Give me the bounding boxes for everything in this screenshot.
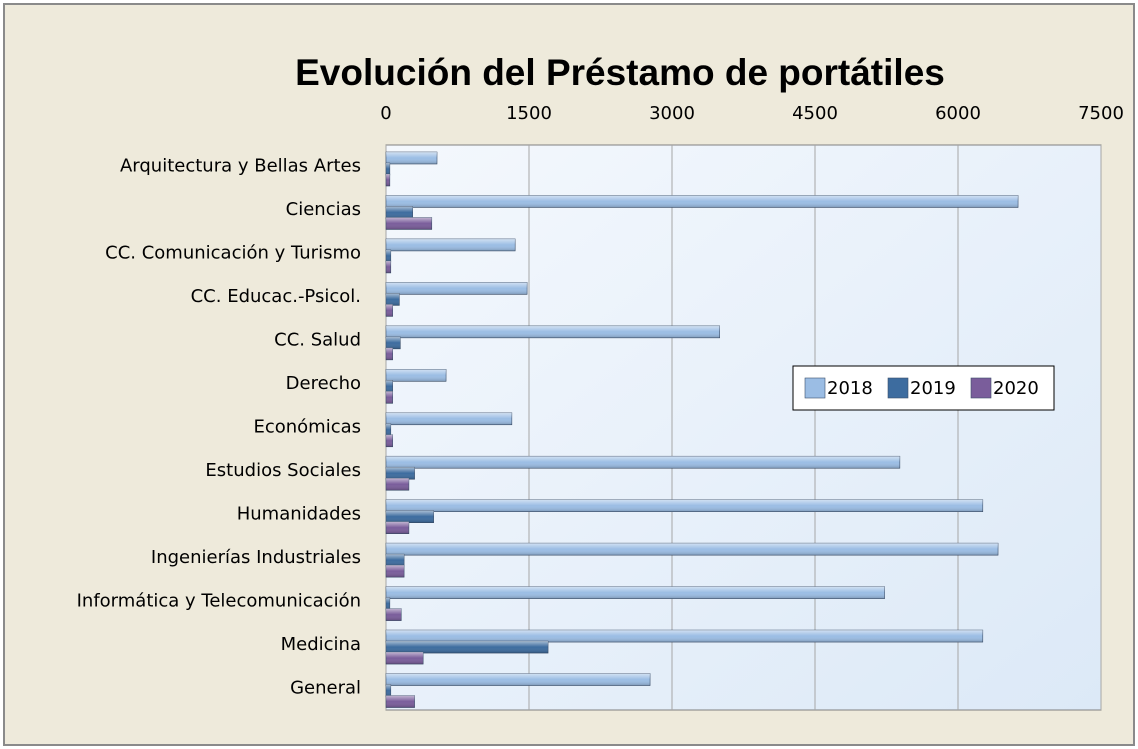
bar-shine — [386, 380, 393, 393]
x-tick-label: 1500 — [506, 103, 552, 124]
bar-shine — [386, 217, 432, 230]
bar-shine — [386, 641, 549, 654]
bar-shine — [386, 304, 393, 317]
bar-shine — [386, 499, 983, 512]
y-tick-label: Humanidades — [237, 503, 361, 524]
bar-shine — [386, 673, 651, 686]
bar-shine — [386, 369, 447, 382]
bar-shine — [386, 282, 528, 295]
bar-shine — [386, 195, 1019, 208]
bar-shine — [386, 391, 393, 404]
plot-area — [385, 144, 1102, 711]
legend-swatch — [887, 377, 909, 399]
bar-shine — [386, 336, 401, 349]
legend-label: 2020 — [993, 378, 1039, 399]
bar-shine — [386, 521, 409, 534]
y-tick-label: Medicina — [281, 634, 361, 655]
x-tick-label: 3000 — [649, 103, 695, 124]
legend-swatch — [970, 377, 992, 399]
bar-shine — [386, 434, 393, 447]
y-tick-label: Informática y Telecomunicación — [77, 590, 361, 611]
bar-shine — [386, 510, 434, 523]
bar-shine — [386, 630, 983, 643]
bar-shine — [386, 478, 409, 491]
bar-shine — [386, 608, 402, 621]
bar-shine — [386, 347, 393, 360]
bar-shine — [386, 325, 720, 338]
y-tick-label: Estudios Sociales — [205, 460, 361, 481]
bar-shine — [386, 456, 900, 469]
y-tick-label: CC. Educac.-Psicol. — [191, 286, 361, 307]
y-tick-label: Ciencias — [286, 199, 361, 220]
bar-shine — [386, 684, 391, 697]
legend-label: 2019 — [910, 378, 956, 399]
x-tick-label: 0 — [380, 103, 391, 124]
bar-shine — [386, 238, 516, 251]
legend-box — [792, 365, 1055, 411]
bar-shine — [386, 554, 405, 567]
bar-shine — [386, 543, 999, 556]
x-tick-label: 7500 — [1078, 103, 1124, 124]
x-tick-label: 6000 — [935, 103, 981, 124]
bar-shine — [386, 586, 885, 599]
bar-shine — [386, 597, 390, 610]
x-tick-label: 4500 — [792, 103, 838, 124]
y-tick-label: CC. Comunicación y Turismo — [105, 243, 361, 264]
bar-shine — [386, 206, 413, 219]
bar-shine — [386, 163, 390, 175]
y-tick-label: Arquitectura y Bellas Artes — [120, 156, 361, 177]
bar-shine — [386, 249, 391, 262]
legend-label: 2018 — [827, 378, 873, 399]
bar-shine — [386, 695, 415, 708]
bar-shine — [386, 565, 405, 578]
bar-shine — [386, 293, 400, 306]
bar-shine — [386, 423, 391, 436]
bar-shine — [386, 174, 390, 186]
bar-shine — [386, 412, 512, 425]
chart-title: Evolución del Préstamo de portátiles — [295, 52, 945, 93]
bar-shine — [386, 652, 424, 665]
bar-shine — [386, 467, 415, 480]
legend-swatch — [804, 377, 826, 399]
y-tick-label: Derecho — [286, 373, 361, 394]
y-tick-label: Económicas — [253, 417, 361, 438]
bar-shine — [386, 260, 391, 273]
y-tick-label: General — [290, 677, 361, 698]
y-tick-label: Ingenierías Industriales — [151, 547, 361, 568]
y-tick-label: CC. Salud — [274, 330, 361, 351]
bar-shine — [386, 152, 438, 164]
